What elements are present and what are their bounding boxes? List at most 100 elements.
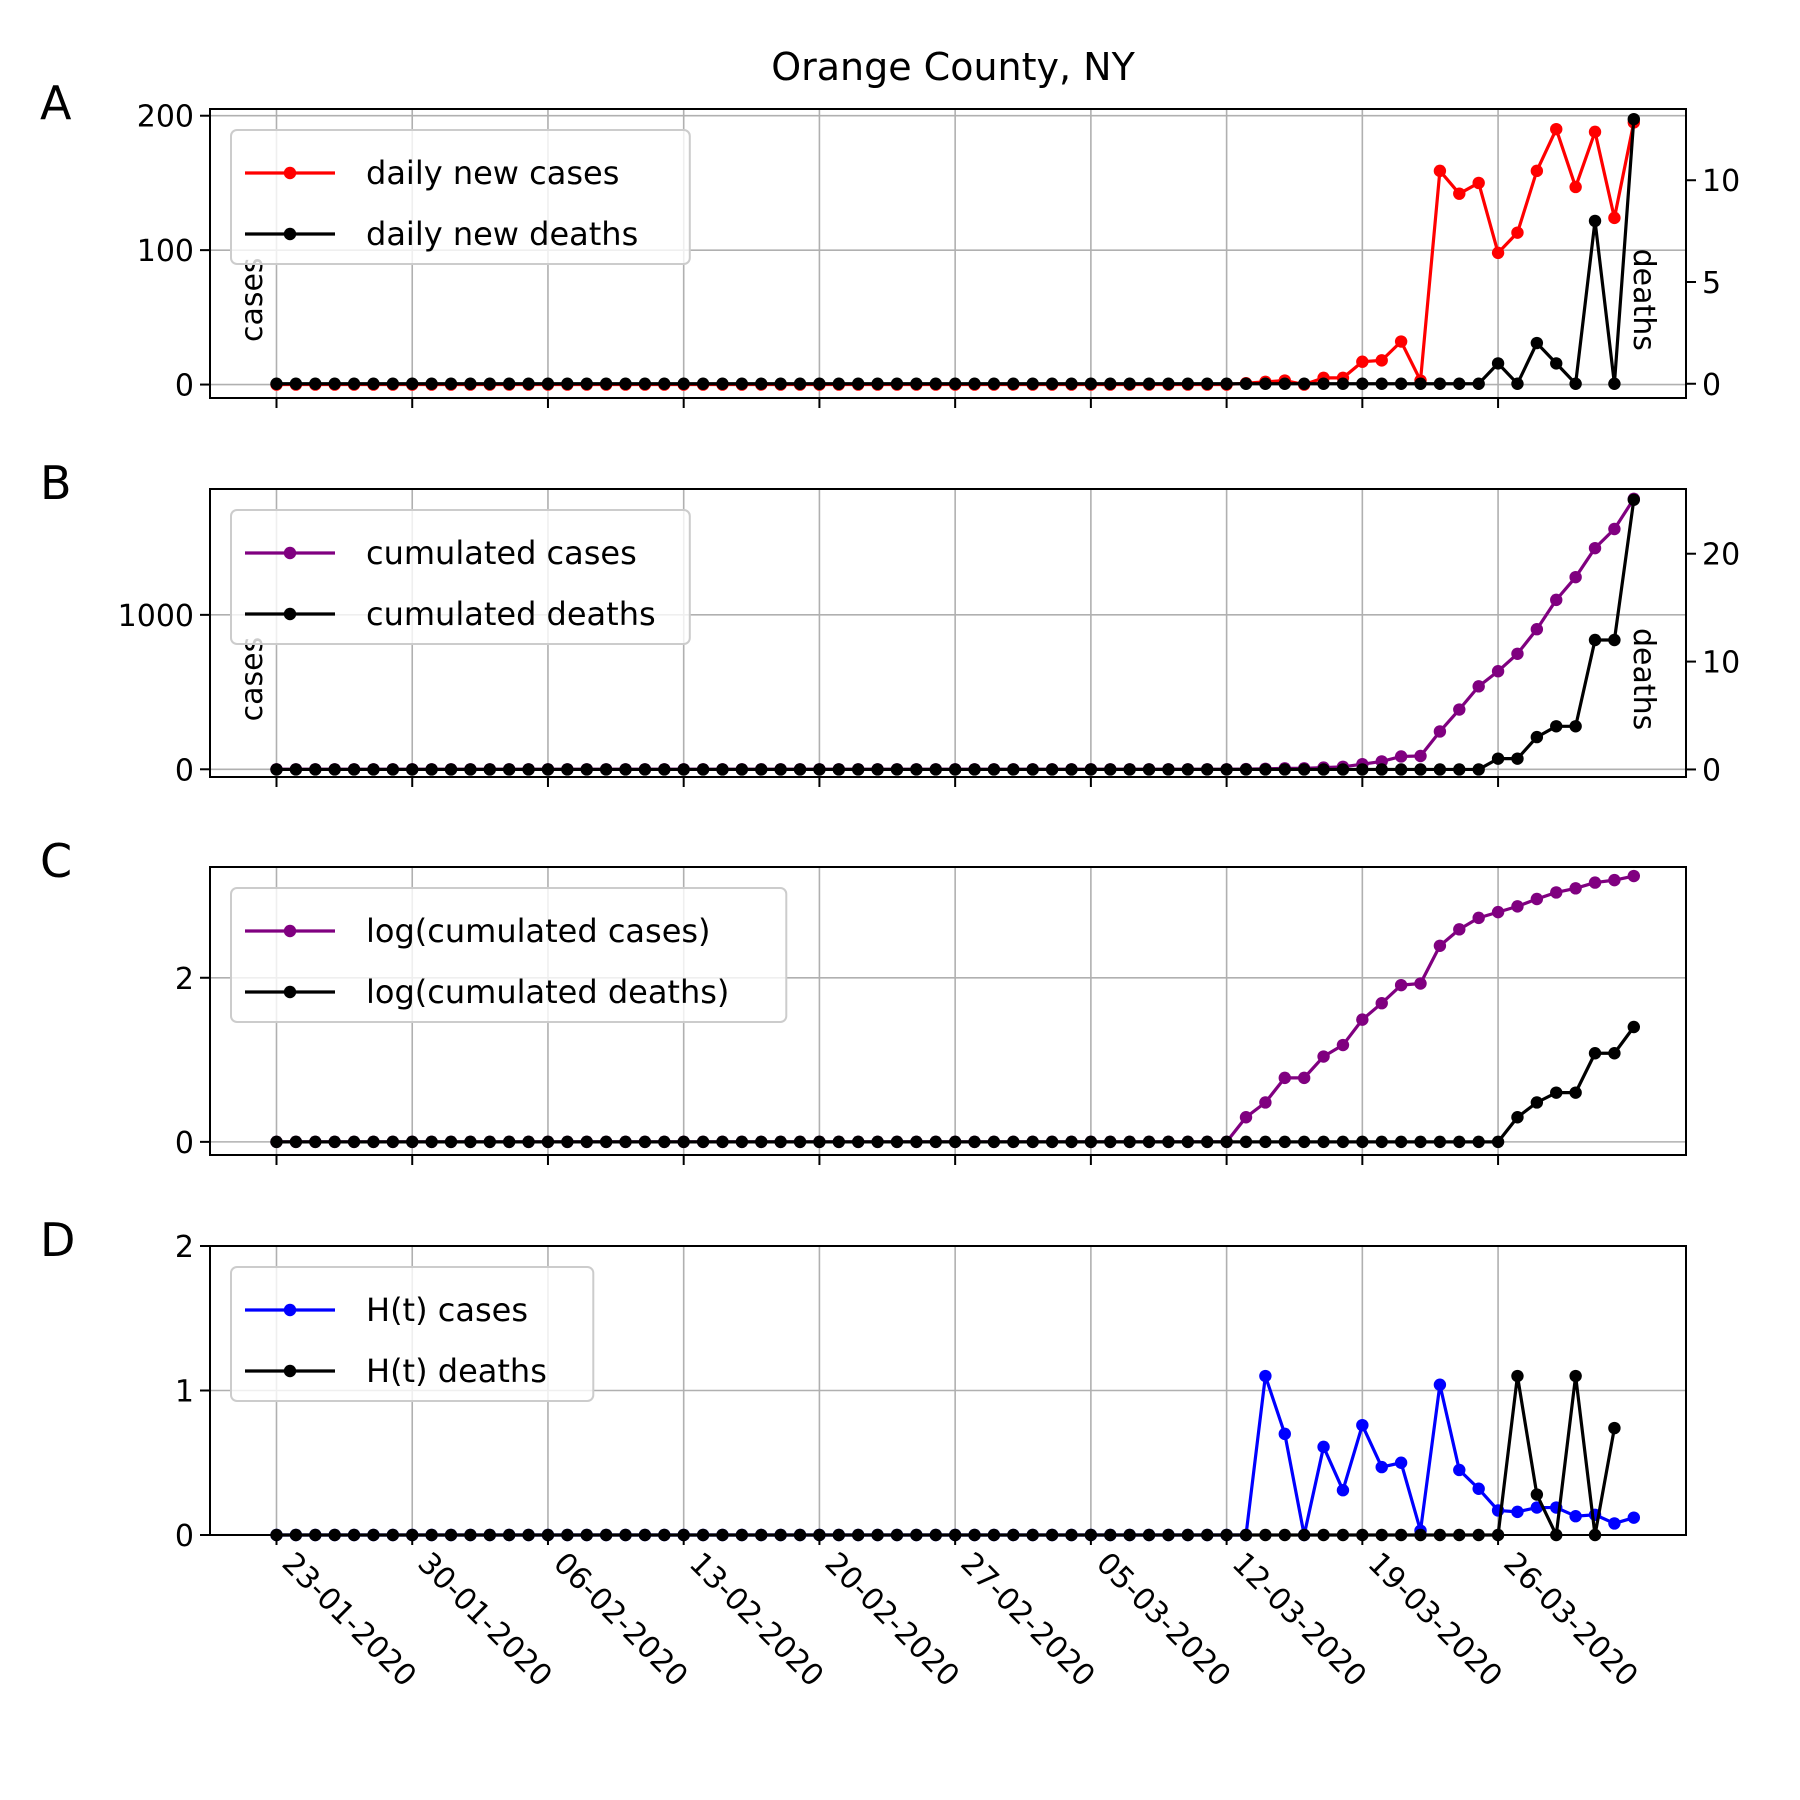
data-point [502,763,516,776]
data-point [1336,1038,1350,1052]
data-point [502,377,516,390]
data-point [1472,911,1485,925]
data-point [619,1135,632,1149]
data-point [677,763,690,776]
legend-item: H(t) deaths [245,1352,547,1390]
data-point [1045,1135,1059,1149]
data-point [1608,377,1621,390]
data-point [1278,377,1291,390]
data-point [1569,377,1582,390]
data-point [1453,923,1466,936]
data-point [1530,623,1544,636]
data-point [774,377,787,390]
data-point [1278,1427,1291,1441]
data-point [1317,377,1330,390]
data-point [832,763,846,776]
data-point [677,377,690,390]
data-point [1530,730,1544,744]
data-point [1297,377,1311,390]
data-point [1162,377,1175,390]
data-point [1608,1047,1621,1060]
data-point [1026,377,1039,390]
data-point [677,1135,690,1149]
data-point [1317,1135,1330,1149]
y-axis-label: cases [235,637,270,722]
data-point [483,763,496,776]
data-point [948,377,962,390]
data-point [580,763,593,776]
data-point [1491,1135,1505,1149]
data-point [1472,176,1485,190]
legend-swatch-marker [283,1303,297,1317]
data-point [1045,377,1059,390]
data-point [1336,1135,1350,1149]
data-point [502,1135,516,1149]
data-point [987,763,1001,776]
data-point [755,763,768,776]
series-cumulated-deaths [270,493,1641,776]
data-point [425,1135,438,1149]
data-point [1007,763,1020,776]
data-point [1530,892,1544,906]
data-point [1491,752,1505,765]
x-tick-labels: 23-01-202030-01-202006-02-202013-02-2020… [275,1546,1645,1694]
data-point [580,1135,593,1149]
data-point [638,377,652,390]
data-point [289,763,303,776]
data-point [1181,377,1195,390]
data-point [1278,1135,1291,1149]
data-point [1550,1086,1563,1099]
data-point [1530,1488,1544,1501]
legend-swatch-marker [283,924,297,938]
data-point [852,763,865,776]
data-point [696,377,710,390]
y2-tick-label: 20 [1702,538,1740,573]
data-point [444,1135,458,1149]
data-point [929,1135,942,1149]
data-point [386,377,400,390]
data-point [1123,1135,1136,1149]
data-point [328,377,341,390]
data-point [832,377,846,390]
data-point [289,377,303,390]
data-point [1453,703,1466,716]
data-point [1239,1135,1253,1149]
data-point [1511,752,1524,765]
data-point [1530,1096,1544,1109]
data-point [910,1135,923,1149]
legend-item: cumulated deaths [245,595,656,633]
data-point [793,763,807,776]
legend-item: log(cumulated deaths) [245,973,729,1011]
data-point [1588,541,1602,555]
data-point [1317,1440,1330,1454]
legend-label: H(t) deaths [366,1352,547,1390]
data-point [890,377,904,390]
legend-label: log(cumulated cases) [366,912,711,950]
data-point [1530,164,1544,178]
data-point [619,377,632,390]
data-point [1433,377,1447,390]
y2-tick-label: 10 [1702,646,1740,681]
x-tick-label: 05-03-2020 [1089,1546,1237,1694]
data-point [1065,763,1078,776]
data-point [638,1135,652,1149]
data-point [464,377,477,390]
data-point [1356,1418,1369,1432]
data-point [1453,1463,1466,1477]
data-point [1259,1096,1272,1109]
panel-letter: B [40,456,72,510]
data-point [1569,882,1582,895]
data-point [1511,226,1524,239]
data-point [813,377,826,390]
data-point [1588,125,1602,139]
data-point [1181,763,1195,776]
data-point [871,763,884,776]
data-point [1491,905,1505,919]
data-point [522,377,535,390]
data-point [1627,1511,1641,1524]
data-point [1491,357,1505,370]
legend-label: H(t) cases [366,1291,528,1329]
data-point [658,377,671,390]
data-point [1220,1135,1233,1149]
